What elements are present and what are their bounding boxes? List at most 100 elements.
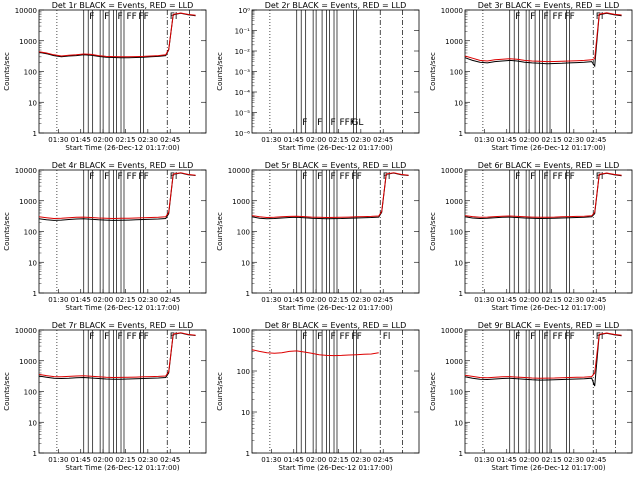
x-tick-label: 02:15: [115, 456, 135, 464]
panel-det-6: Det 6r BLACK = Events, RED = LLD 1 10 100 10…: [429, 161, 633, 312]
y-tick-label: 1: [459, 130, 463, 138]
flag-label: F: [530, 172, 535, 182]
flag-label: FF: [552, 332, 562, 342]
flag-label: F: [530, 12, 535, 22]
x-tick-label: 02:00: [519, 296, 539, 304]
y-axis-label: Counts/sec: [216, 52, 224, 91]
y-tick-label: 100: [237, 229, 250, 237]
x-tick-label: 02:30: [564, 136, 584, 144]
flag-label: F: [302, 332, 307, 342]
y-axis-label: Counts/sec: [429, 52, 437, 91]
flag-label: F: [118, 12, 123, 22]
x-tick-label: 01:30: [261, 296, 281, 304]
y-tick-label: 1: [246, 290, 250, 298]
series-lld-line: [38, 12, 196, 58]
flag-label: Fl: [383, 172, 391, 182]
x-tick-label: 01:45: [71, 296, 91, 304]
flag-label: F: [544, 12, 549, 22]
x-axis-label: Start Time (26-Dec-12 01:17:00): [65, 464, 179, 472]
plot-frame: [464, 9, 633, 134]
x-axis-label: Start Time (26-Dec-12 01:17:00): [491, 304, 605, 312]
series-events-line: [464, 332, 622, 387]
flag-label: GL: [351, 118, 363, 128]
y-axis-label: Counts/sec: [3, 372, 11, 411]
chart-title: Det 1r BLACK = Events, RED = LLD: [52, 1, 194, 10]
x-tick-label: 02:30: [564, 456, 584, 464]
x-tick-label: 02:30: [351, 296, 371, 304]
flag-label: F: [104, 12, 109, 22]
x-tick-label: 02:15: [115, 296, 135, 304]
y-tick-label: 100: [24, 389, 37, 397]
panel-det-8: Det 8r BLACK = Events, RED = LLD 1 10 100 10…: [216, 321, 420, 472]
panel-det-4: Det 4r BLACK = Events, RED = LLD 1 10 100 10…: [3, 161, 207, 312]
flag-label: FF: [351, 332, 361, 342]
x-axis-label: Start Time (26-Dec-12 01:17:00): [65, 304, 179, 312]
y-tick-label: 1: [33, 130, 37, 138]
x-axis-label: Start Time (26-Dec-12 01:17:00): [278, 144, 392, 152]
y-tick-label: 10⁻¹: [235, 28, 251, 36]
flag-label: F: [544, 332, 549, 342]
x-tick-label: 02:15: [328, 296, 348, 304]
flag-label: Fl: [596, 332, 604, 342]
x-axis-label: Start Time (26-Dec-12 01:17:00): [491, 144, 605, 152]
y-tick-label: 10: [28, 99, 37, 107]
x-tick-label: 02:45: [373, 136, 393, 144]
x-tick-label: 02:45: [160, 136, 180, 144]
y-tick-label: 100: [450, 69, 463, 77]
x-tick-label: 02:30: [351, 136, 371, 144]
plot-frame: [38, 169, 207, 294]
series-lld-line: [464, 172, 622, 218]
x-tick-label: 02:00: [519, 456, 539, 464]
flag-label: FF: [552, 12, 562, 22]
plot-frame: [251, 329, 420, 454]
flag-label: F: [317, 332, 322, 342]
flag-label: FF: [126, 332, 136, 342]
y-tick-label: 10000: [15, 7, 37, 15]
y-tick-label: 10⁻³: [235, 69, 251, 77]
x-tick-label: 02:45: [373, 456, 393, 464]
flag-label: F: [317, 118, 322, 128]
y-axis-label: Counts/sec: [3, 212, 11, 251]
flag-label: FF: [564, 172, 574, 182]
y-tick-label: 1000: [445, 198, 463, 206]
flag-label: F: [104, 332, 109, 342]
flag-label: F: [530, 332, 535, 342]
x-tick-label: 01:45: [284, 296, 304, 304]
y-axis-label: Counts/sec: [216, 372, 224, 411]
panel-det-1: Det 1r BLACK = Events, RED = LLD 1 10 100 10…: [3, 1, 207, 152]
x-tick-label: 01:30: [48, 136, 68, 144]
y-tick-label: 10: [28, 259, 37, 267]
flag-label: F: [118, 332, 123, 342]
x-tick-label: 02:15: [115, 136, 135, 144]
y-tick-label: 1000: [232, 198, 250, 206]
x-tick-label: 02:30: [138, 296, 158, 304]
chart-title: Det 6r BLACK = Events, RED = LLD: [478, 161, 620, 170]
flag-label: Fl: [383, 332, 391, 342]
y-tick-label: 10⁻⁶: [235, 130, 251, 138]
flag-label: FF: [564, 332, 574, 342]
x-tick-label: 01:45: [71, 456, 91, 464]
plot-frame: [251, 9, 420, 134]
x-tick-label: 02:00: [93, 456, 113, 464]
x-tick-label: 02:45: [586, 296, 606, 304]
series-lld-line: [464, 332, 622, 379]
x-tick-label: 01:30: [474, 296, 494, 304]
x-tick-label: 01:45: [284, 136, 304, 144]
x-tick-label: 02:30: [138, 456, 158, 464]
series-events-line: [464, 12, 622, 68]
flag-label: F: [302, 118, 307, 128]
x-tick-label: 02:30: [564, 296, 584, 304]
series-lld-line: [251, 172, 409, 219]
flag-label: F: [515, 12, 520, 22]
panel-det-5: Det 5r BLACK = Events, RED = LLD 1 10 100 10…: [216, 161, 420, 312]
chart-title: Det 2r BLACK = Events, RED = LLD: [265, 1, 407, 10]
y-tick-label: 1: [459, 290, 463, 298]
x-tick-label: 01:30: [474, 456, 494, 464]
flag-label: FF: [564, 12, 574, 22]
flag-label: F: [515, 332, 520, 342]
flag-label: Fl: [170, 332, 178, 342]
chart-title: Det 8r BLACK = Events, RED = LLD: [265, 321, 407, 330]
chart-title: Det 4r BLACK = Events, RED = LLD: [52, 161, 194, 170]
x-tick-label: 02:00: [306, 136, 326, 144]
y-tick-label: 10000: [228, 167, 250, 175]
